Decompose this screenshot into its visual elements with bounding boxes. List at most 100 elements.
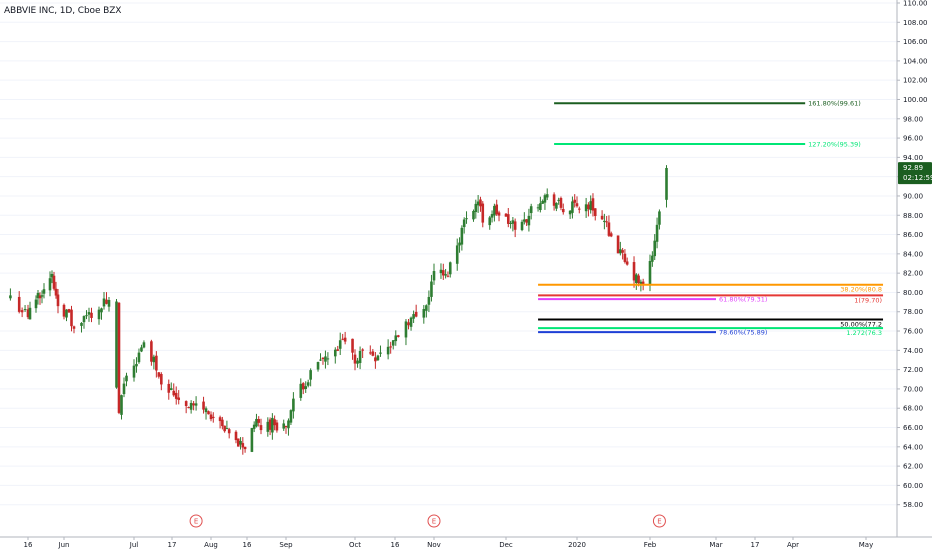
- candle[interactable]: [241, 437, 245, 455]
- candle[interactable]: [316, 361, 320, 372]
- candle[interactable]: [460, 225, 464, 251]
- candle[interactable]: [243, 446, 247, 453]
- candle[interactable]: [448, 261, 452, 278]
- fib-level[interactable]: 61.80%(79.31): [538, 296, 767, 304]
- candle[interactable]: [481, 201, 485, 228]
- candle[interactable]: [82, 315, 86, 329]
- candle[interactable]: [623, 249, 627, 264]
- candle[interactable]: [252, 421, 256, 433]
- candle[interactable]: [625, 257, 629, 266]
- candle[interactable]: [187, 406, 190, 409]
- candle[interactable]: [17, 291, 21, 314]
- candle[interactable]: [441, 263, 445, 280]
- candle[interactable]: [561, 203, 565, 215]
- candle[interactable]: [462, 217, 466, 234]
- time-axis[interactable]: 16 Jun Jul 17 Aug 16 Sep Oct 16 Nov Dec 2020 Feb Mar 1…: [0, 536, 932, 549]
- candle[interactable]: [432, 263, 436, 285]
- candle[interactable]: [358, 346, 362, 370]
- candle[interactable]: [427, 290, 431, 313]
- candle[interactable]: [239, 437, 242, 450]
- candle[interactable]: [326, 352, 330, 366]
- candle[interactable]: [651, 251, 654, 267]
- candle[interactable]: [255, 413, 258, 428]
- candle[interactable]: [655, 217, 659, 249]
- candle[interactable]: [577, 206, 581, 214]
- earnings-marker[interactable]: E: [427, 514, 441, 528]
- candle[interactable]: [292, 392, 295, 419]
- candle[interactable]: [167, 379, 171, 400]
- candle[interactable]: [42, 283, 46, 299]
- candle[interactable]: [603, 213, 606, 230]
- candle[interactable]: [376, 354, 380, 361]
- candle[interactable]: [50, 270, 54, 284]
- candle[interactable]: [635, 273, 638, 290]
- candle[interactable]: [56, 288, 60, 314]
- candle[interactable]: [105, 292, 108, 305]
- candle[interactable]: [600, 210, 604, 221]
- candle[interactable]: [150, 339, 153, 366]
- candle[interactable]: [152, 354, 156, 370]
- candle[interactable]: [23, 305, 27, 312]
- candles[interactable]: [9, 165, 668, 455]
- candle[interactable]: [72, 325, 76, 334]
- candle[interactable]: [289, 409, 293, 425]
- candle[interactable]: [257, 416, 261, 427]
- candle[interactable]: [511, 217, 515, 232]
- candle[interactable]: [341, 333, 344, 341]
- fibonacci-levels[interactable]: 161.80%(99.61) 127.20%(95.39) 38.20%(80.8 1…: [538, 100, 884, 337]
- candle[interactable]: [495, 199, 499, 216]
- fib-level[interactable]: 78.60%(75.89): [538, 329, 767, 337]
- candle[interactable]: [221, 416, 224, 430]
- candle[interactable]: [353, 349, 357, 371]
- candle[interactable]: [425, 304, 428, 318]
- candle[interactable]: [157, 372, 161, 379]
- candle[interactable]: [513, 218, 517, 238]
- candle[interactable]: [117, 302, 121, 415]
- candle[interactable]: [319, 353, 322, 362]
- candle[interactable]: [488, 215, 492, 230]
- candle[interactable]: [54, 281, 58, 299]
- candle[interactable]: [439, 263, 443, 279]
- candle[interactable]: [665, 165, 668, 208]
- candle[interactable]: [619, 241, 622, 256]
- candle[interactable]: [559, 196, 563, 211]
- candle[interactable]: [543, 193, 547, 210]
- candle[interactable]: [397, 334, 400, 338]
- candle[interactable]: [356, 357, 359, 368]
- candle[interactable]: [62, 303, 66, 320]
- candle[interactable]: [568, 210, 572, 220]
- candle[interactable]: [273, 415, 276, 431]
- candle[interactable]: [36, 290, 40, 305]
- candle[interactable]: [336, 345, 340, 352]
- candle[interactable]: [223, 425, 226, 433]
- candle[interactable]: [523, 212, 526, 225]
- candle[interactable]: [575, 196, 579, 208]
- candle[interactable]: [333, 347, 337, 364]
- candle[interactable]: [506, 208, 510, 228]
- candle[interactable]: [472, 209, 475, 222]
- candle[interactable]: [309, 368, 312, 387]
- candle[interactable]: [591, 193, 595, 217]
- candle[interactable]: [268, 417, 272, 436]
- candle[interactable]: [584, 197, 588, 218]
- candle[interactable]: [155, 351, 158, 378]
- candle[interactable]: [465, 211, 468, 224]
- candle[interactable]: [455, 238, 459, 271]
- candle[interactable]: [609, 231, 613, 238]
- candle[interactable]: [40, 290, 44, 304]
- candle[interactable]: [227, 427, 231, 439]
- candle[interactable]: [107, 297, 111, 312]
- candle[interactable]: [234, 430, 238, 444]
- candle[interactable]: [120, 394, 123, 420]
- candle[interactable]: [287, 418, 290, 436]
- candle[interactable]: [616, 235, 620, 254]
- candle[interactable]: [80, 322, 83, 333]
- candle[interactable]: [539, 196, 542, 213]
- candle[interactable]: [621, 247, 624, 260]
- price-axis[interactable]: 58.00 60.00 62.00 64.00 66.00 68.00 70.00 72.00…: [896, 0, 928, 537]
- candle[interactable]: [368, 345, 372, 355]
- candle[interactable]: [204, 406, 208, 420]
- candle[interactable]: [525, 219, 528, 226]
- candle[interactable]: [211, 412, 215, 423]
- candle[interactable]: [194, 396, 198, 411]
